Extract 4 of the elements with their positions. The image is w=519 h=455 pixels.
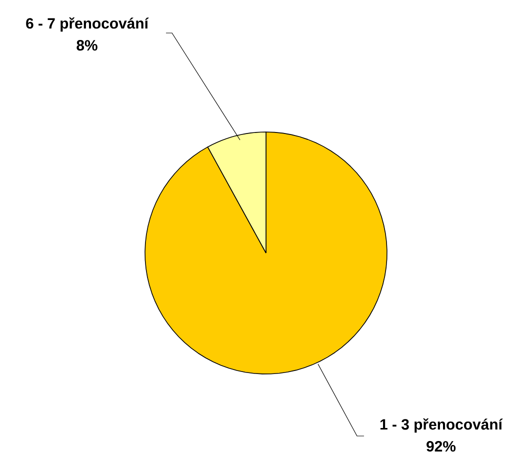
data-label: 92% (426, 441, 456, 452)
data-label: 8% (76, 40, 98, 51)
slice-label: 6 - 7 přenocování (26, 17, 149, 32)
slice-label: 1 - 3 přenocování (380, 418, 503, 433)
